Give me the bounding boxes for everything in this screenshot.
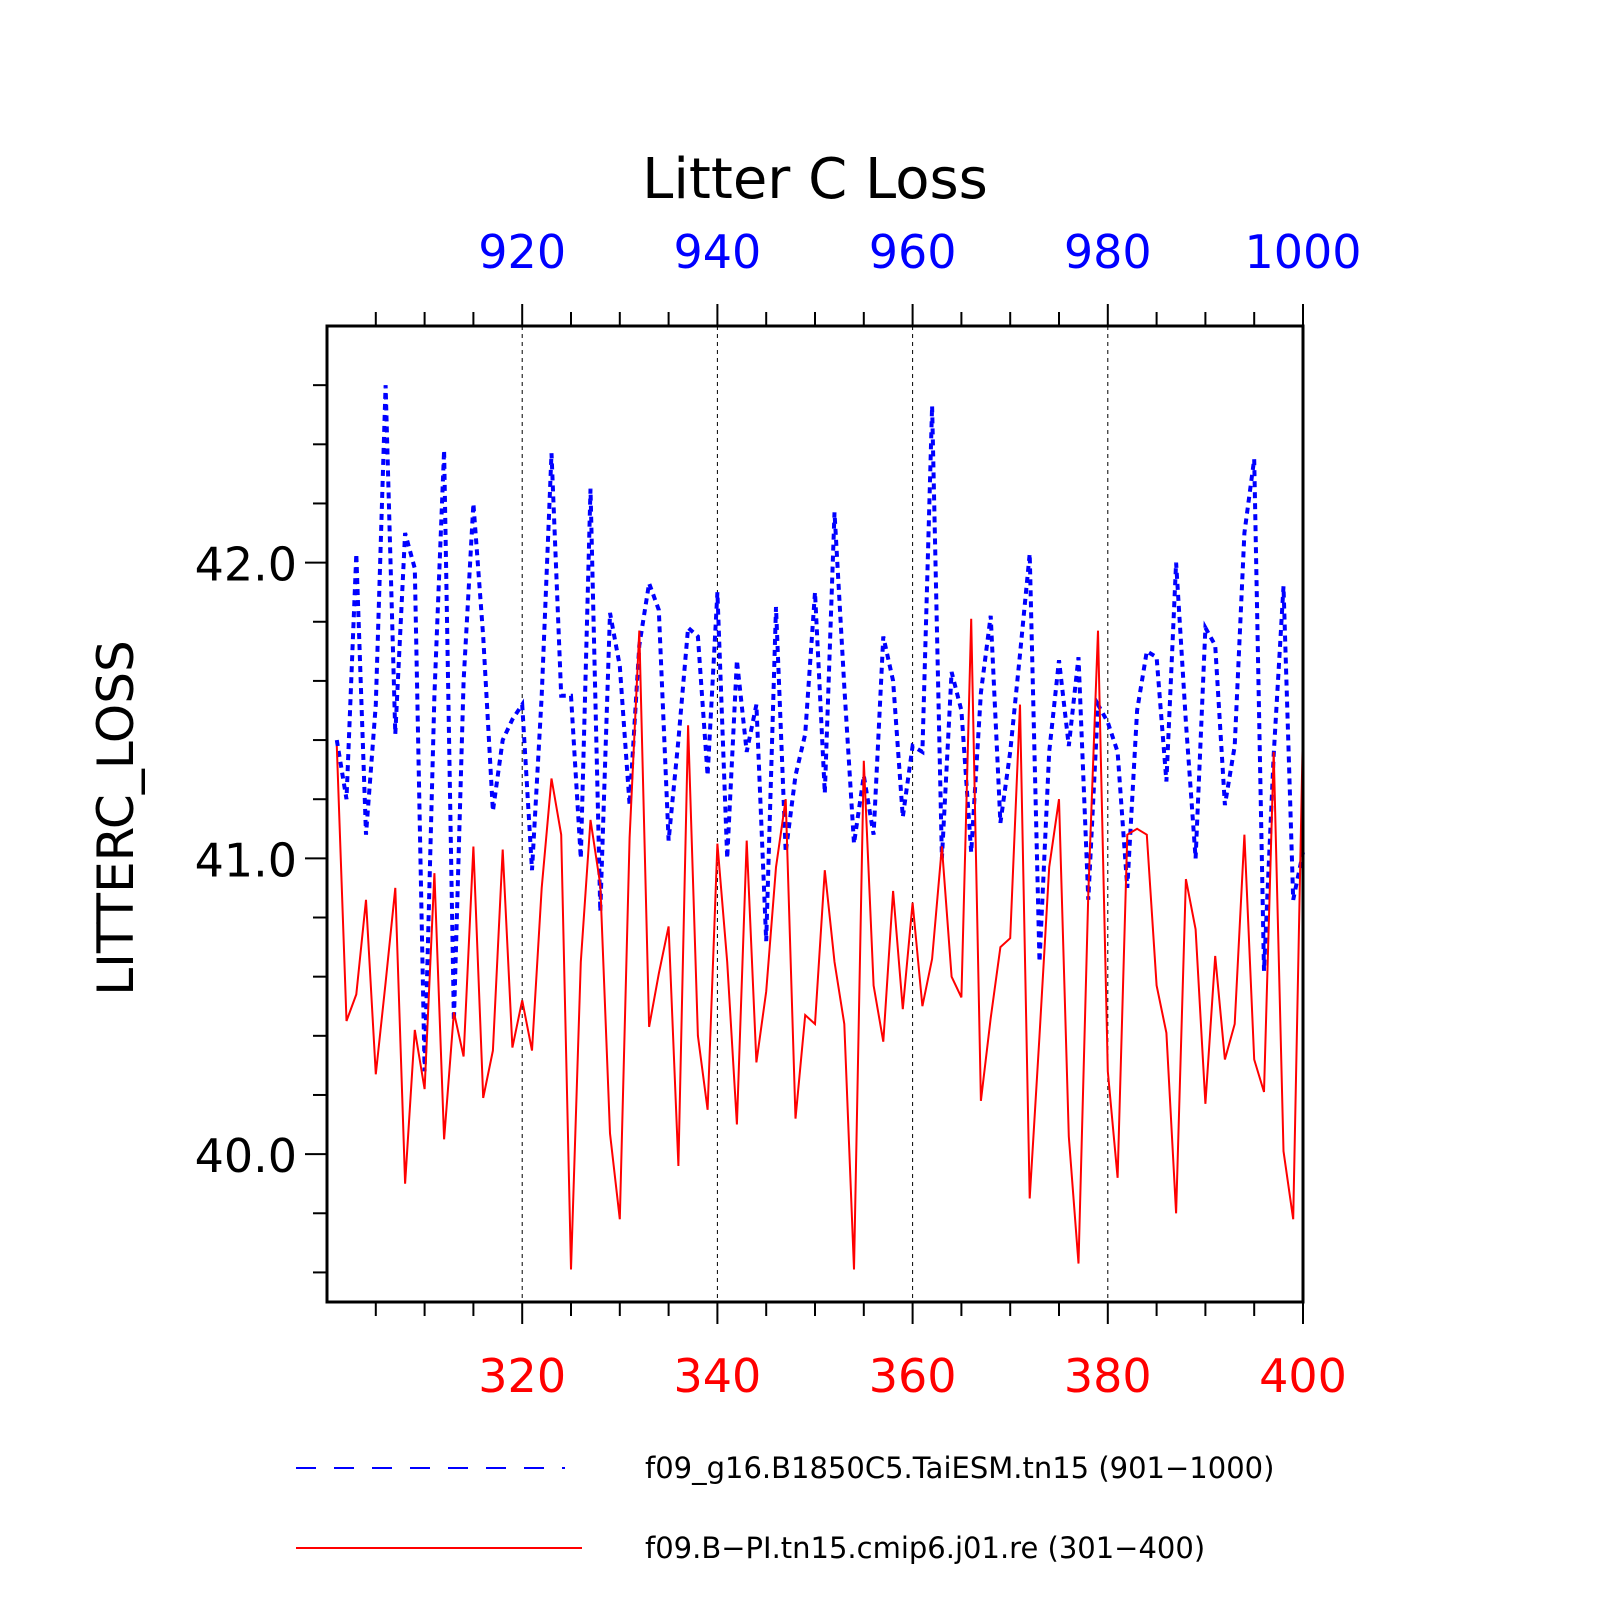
axis-ticks	[305, 304, 1304, 1324]
x-bottom-tick-label: 400	[1259, 1349, 1347, 1403]
y-axis-label: LITTERC_LOSS	[87, 640, 145, 995]
series-line-taiesm	[334, 385, 1305, 1072]
legend-label-cmip6: f09.B−PI.tn15.cmip6.j01.re (301−400)	[645, 1531, 1205, 1565]
series-line-cmip6	[335, 618, 1304, 1270]
x-bottom-tick-label: 320	[478, 1349, 566, 1403]
legend-label-taiesm: f09_g16.B1850C5.TaiESM.tn15 (901−1000)	[645, 1451, 1274, 1485]
y-tick-label: 40.0	[195, 1129, 297, 1183]
x-top-tick-label: 1000	[1244, 225, 1361, 279]
chart-title: Litter C Loss	[642, 147, 988, 212]
plot-frame	[325, 324, 1305, 1304]
tick-labels: 40.0 41.0 42.0 320 340 360 380 400 920 940 960 980 1…	[195, 225, 1362, 1403]
legend: f09_g16.B1850C5.TaiESM.tn15 (901−1000) f…	[296, 1451, 1274, 1565]
x-top-tick-label: 940	[673, 225, 761, 279]
x-bottom-tick-label: 360	[869, 1349, 957, 1403]
x-top-tick-label: 980	[1064, 225, 1152, 279]
x-bottom-tick-label: 380	[1064, 1349, 1152, 1403]
grid-lines	[521, 326, 1109, 1302]
y-tick-label: 42.0	[195, 538, 297, 592]
series-lines	[334, 385, 1305, 1270]
x-top-tick-label: 920	[478, 225, 566, 279]
x-top-tick-label: 960	[869, 225, 957, 279]
y-tick-label: 41.0	[195, 833, 297, 887]
x-bottom-tick-label: 340	[673, 1349, 761, 1403]
